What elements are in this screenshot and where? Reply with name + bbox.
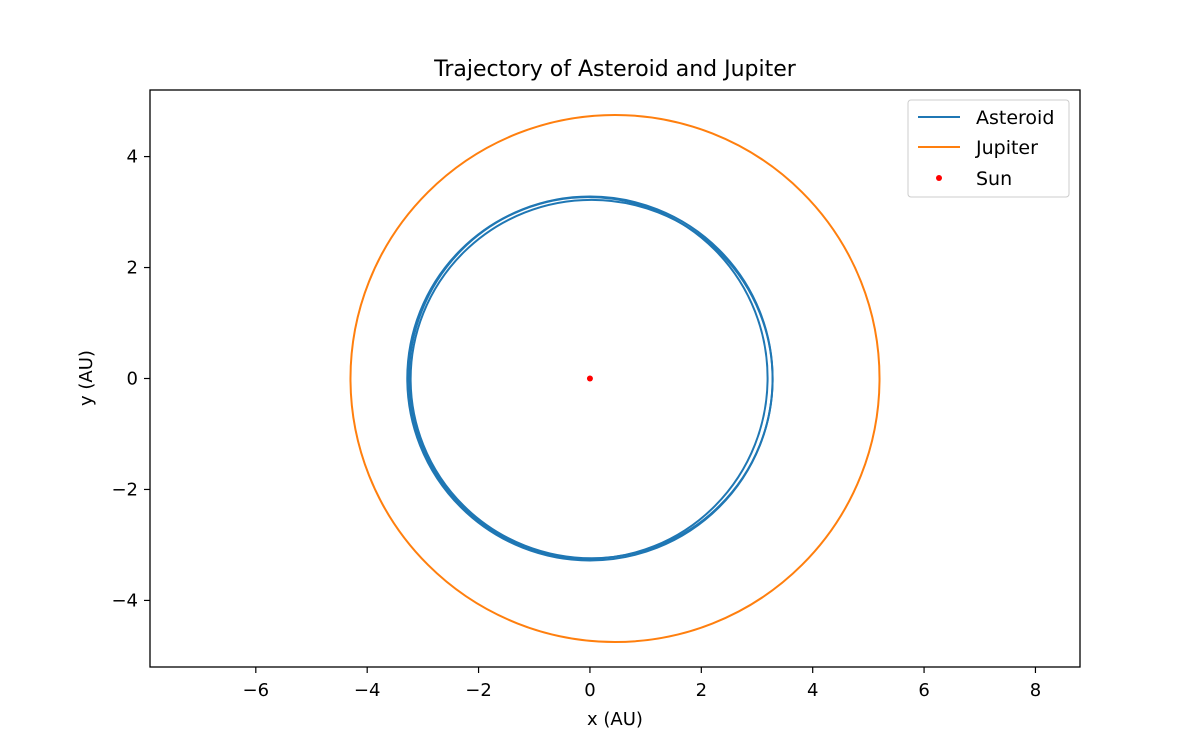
legend: Asteroid Jupiter Sun xyxy=(907,99,1070,198)
jupiter-orbit-path xyxy=(349,113,881,644)
x-axis-ticks: −6 −4 −2 0 2 4 6 8 xyxy=(243,667,1041,701)
x-tick-label: 8 xyxy=(1030,680,1041,701)
y-tick-label: 4 xyxy=(127,147,138,168)
series-layer xyxy=(349,113,881,644)
legend-jupiter-label: Jupiter xyxy=(975,137,1038,159)
y-tick-label: 2 xyxy=(127,258,138,279)
x-tick-label: −6 xyxy=(243,680,270,701)
asteroid-orbit-path xyxy=(409,198,774,560)
x-tick-label: 0 xyxy=(584,680,595,701)
legend-sun-marker xyxy=(936,175,942,181)
chart-title: Trajectory of Asteroid and Jupiter xyxy=(433,57,797,82)
x-axis-label: x (AU) xyxy=(587,709,643,730)
x-tick-label: 4 xyxy=(807,680,818,701)
x-tick-label: 6 xyxy=(918,680,929,701)
sun-point xyxy=(586,375,593,382)
y-tick-label: 0 xyxy=(127,369,138,390)
legend-sun-label: Sun xyxy=(976,168,1012,190)
x-tick-label: 2 xyxy=(696,680,707,701)
legend-box xyxy=(907,99,1070,198)
y-axis-label: y (AU) xyxy=(76,350,97,406)
y-tick-label: −4 xyxy=(111,590,138,611)
x-tick-label: −4 xyxy=(354,680,381,701)
legend-asteroid-label: Asteroid xyxy=(976,107,1054,129)
x-tick-label: −2 xyxy=(465,680,492,701)
y-axis-ticks: −4 −2 0 2 4 xyxy=(111,147,150,611)
y-tick-label: −2 xyxy=(111,479,138,500)
